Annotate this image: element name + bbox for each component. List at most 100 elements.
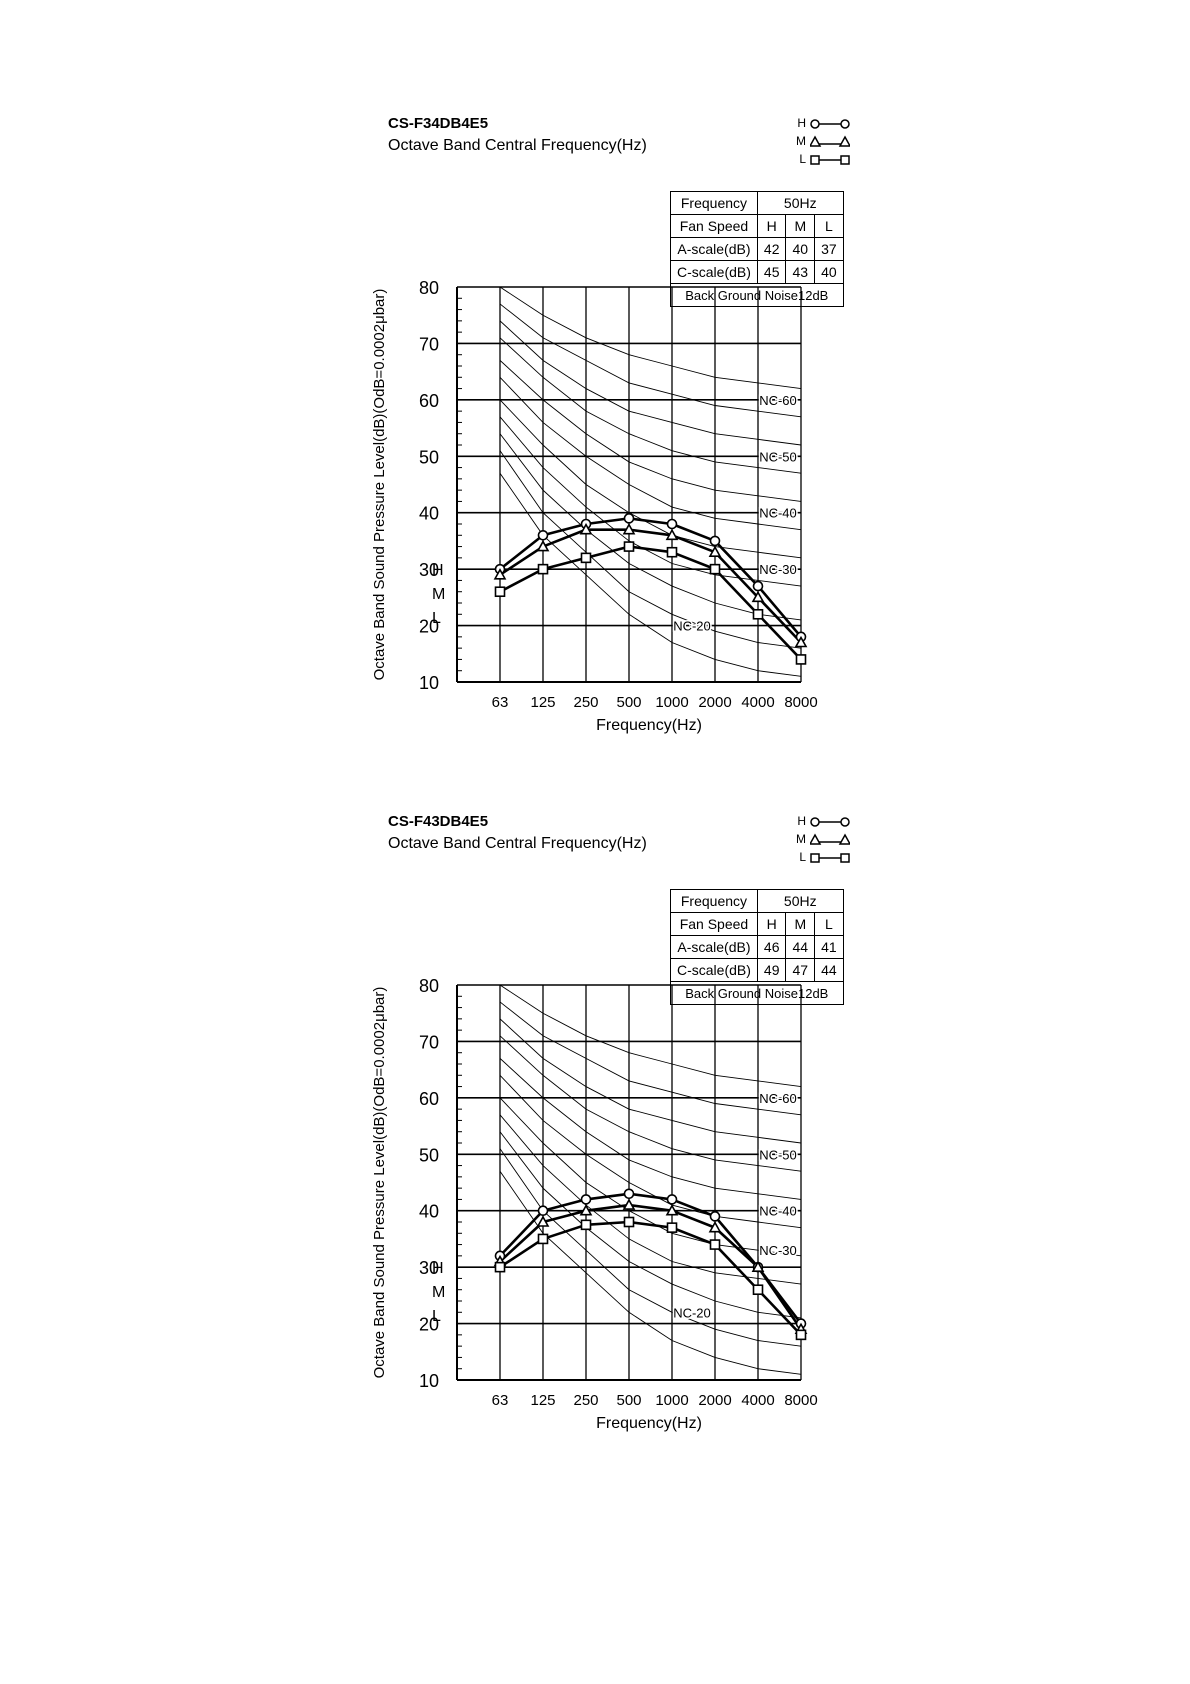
y-tick-label: 10 [419,1371,439,1391]
y-tick-label: 40 [419,504,439,524]
x-tick-label: 4000 [741,694,774,711]
speed-m: M [785,912,816,936]
series-line-m [499,528,802,644]
chart-panel-1: CS-F34DB4E5 Octave Band Central Frequenc… [0,115,1190,815]
x-axis-title: Frequency(Hz) [596,1415,702,1432]
legend-label-l: L [799,850,806,864]
x-tick-label: 250 [573,694,598,711]
a-scale-m: 44 [785,935,816,959]
nc-curve [499,360,801,502]
nc-curve [499,287,801,390]
legend-square-icon [810,155,850,165]
data-point-m [794,635,808,648]
a-scale-h: 42 [756,237,787,261]
legend: H M L [796,813,856,867]
nc-label: NC-60 [759,393,797,408]
nc-label: NC-40 [759,506,797,521]
data-point-m [665,528,679,541]
nc-curve [499,1058,801,1200]
x-tick-label: 500 [616,1392,641,1409]
x-tick-label: 2000 [698,1392,731,1409]
nc-label: NC-40 [759,1204,797,1219]
x-tick-label: 250 [573,1392,598,1409]
y-axis-title: Octave Band Sound Pressure Level(dB)(OdB… [371,987,388,1379]
data-point-h [623,1188,635,1200]
y-tick-label: 30 [419,1258,439,1278]
y-tick-label: 80 [419,976,439,996]
series-side-label: M [432,1284,445,1301]
data-point-m [536,539,550,552]
nc-curve [499,320,801,446]
data-point-m [751,590,765,603]
y-tick-label: 50 [419,447,439,467]
nc-curves [499,287,801,677]
a-scale-l: 41 [814,935,844,959]
fan-speed-label: Fan Speed [670,912,758,936]
series-line-m [499,1203,803,1330]
chart-panel-2: CS-F43DB4E5 Octave Band Central Frequenc… [0,813,1190,1513]
nc-label: NC-50 [759,449,797,464]
nc-label: NC-30 [759,1243,797,1258]
x-tick-label: 8000 [784,1392,817,1409]
fan-speed-label: Fan Speed [670,214,758,238]
y-tick-label: 80 [419,278,439,298]
nc-curve [499,337,801,474]
series-line-l [499,545,802,661]
y-tick-label: 60 [419,391,439,411]
nc-curve [499,399,801,559]
model-title: CS-F34DB4E5 [388,115,489,132]
series-side-label: M [432,586,445,603]
data-point-h [752,580,764,592]
nc-curve [499,1148,801,1347]
x-axis-title: Frequency(Hz) [596,717,702,734]
x-tick-label: 8000 [784,694,817,711]
data-point-l [666,1222,678,1233]
data-point-h [580,1194,592,1205]
data-point-l [580,552,592,564]
y-tick-label: 70 [419,334,439,354]
data-point-l [537,1233,549,1245]
legend-label-l: L [799,152,806,166]
data-point-h [666,518,678,530]
nc-curve [499,376,801,531]
data-point-m [622,1198,636,1210]
series-side-label: H [432,1260,444,1277]
chart-subtitle: Octave Band Central Frequency(Hz) [388,137,647,154]
c-scale-l: 44 [814,958,844,982]
data-point-h [666,1194,678,1205]
data-point-h [709,1211,721,1222]
nc-curve [499,472,801,677]
series-line-h [499,1192,803,1325]
frequency-label: Frequency [670,191,758,215]
x-tick-label: 4000 [741,1392,774,1409]
data-point-m [579,1204,593,1216]
data-point-l [623,1216,635,1228]
frequency-value: 50Hz [756,191,844,215]
a-scale-h: 46 [756,935,787,959]
nc-curve [499,985,801,1088]
speed-h: H [756,214,787,238]
legend-triangle-icon [810,833,850,845]
data-point-l [709,1239,721,1250]
nc-curve [499,1001,801,1116]
data-point-l [494,1261,506,1273]
data-point-l [623,541,635,552]
c-scale-label: C-scale(dB) [670,260,758,284]
series-line-l [499,1220,802,1336]
legend-label-m: M [796,134,806,148]
legend: H M L [796,115,856,169]
legend-circle-icon [810,817,850,827]
legend-circle-icon [810,119,850,129]
data-point-h [709,535,721,547]
data-point-m [536,1215,550,1227]
speed-m: M [785,214,816,238]
nc-label: NC-30 [759,562,797,577]
nc-curve [499,1170,801,1375]
data-point-l [666,546,678,558]
nc-label: NC-20 [673,619,711,634]
nc-label: NC-20 [673,1305,711,1320]
a-scale-label: A-scale(dB) [670,237,758,261]
nc-curve [499,1018,801,1144]
y-tick-label: 60 [419,1089,439,1109]
frequency-label: Frequency [670,889,758,913]
